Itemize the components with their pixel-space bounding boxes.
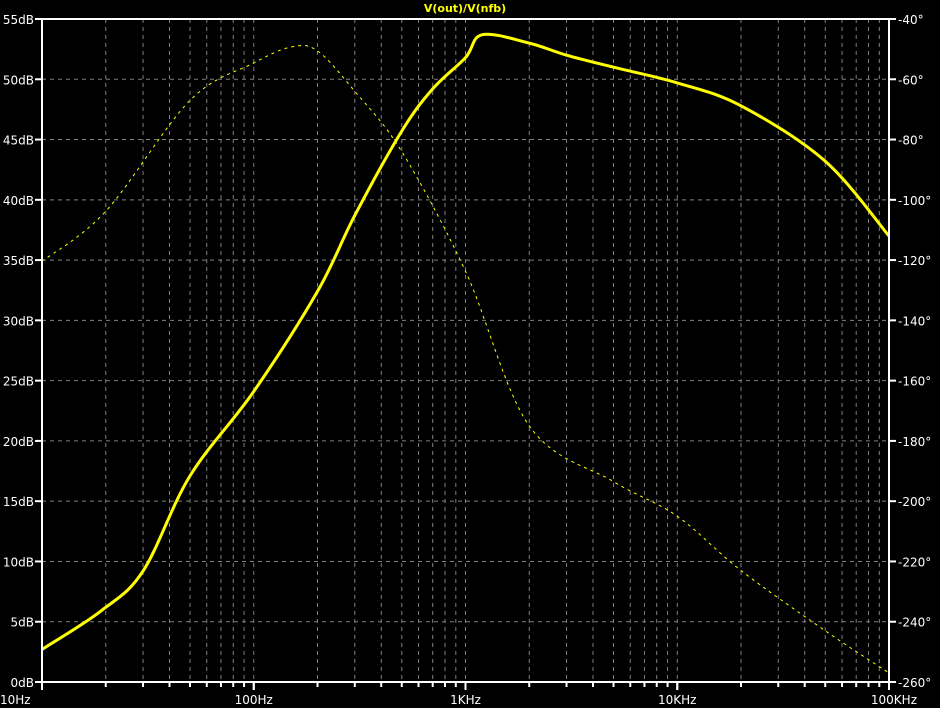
x-tick-label: 10KHz bbox=[658, 693, 696, 707]
x-tick-label: 10Hz bbox=[0, 693, 31, 707]
traces bbox=[41, 32, 891, 674]
y-right-tick-label: -200° bbox=[898, 495, 931, 509]
y-right-tick-label: -120° bbox=[898, 254, 931, 268]
y-left-tick-label: 25dB bbox=[3, 375, 34, 389]
y-right-tick-label: -180° bbox=[898, 435, 931, 449]
grid bbox=[42, 19, 889, 682]
y-right-tick-label: -100° bbox=[898, 194, 931, 208]
y-right-tick-label: -80° bbox=[898, 134, 924, 148]
axes: 10Hz 100Hz 1KHz 10KHz 100KHz 0dB 5dB 10dB 15dB 20… bbox=[0, 13, 931, 707]
y-right-tick-label: -260° bbox=[898, 676, 931, 690]
y-right-tick-label: -40° bbox=[898, 13, 924, 27]
chart-title: V(out)/V(nfb) bbox=[424, 2, 506, 15]
y-right-tick-label: -140° bbox=[898, 314, 931, 328]
y-right-tick-label: -60° bbox=[898, 73, 924, 87]
y-left-tick-label: 10dB bbox=[3, 555, 34, 569]
y-left-tick-label: 45dB bbox=[3, 134, 34, 148]
y-left-tick-label: 40dB bbox=[3, 194, 34, 208]
magnitude-trace bbox=[41, 32, 891, 651]
y-right-tick-label: -220° bbox=[898, 555, 931, 569]
y-left-tick-label: 55dB bbox=[3, 13, 34, 27]
y-left-tick-label: 15dB bbox=[3, 495, 34, 509]
x-tick-label: 100KHz bbox=[871, 693, 917, 707]
y-left-tick-label: 50dB bbox=[3, 73, 34, 87]
y-left-tick-label: 35dB bbox=[3, 254, 34, 268]
phase-trace bbox=[41, 44, 890, 674]
x-tick-label: 100Hz bbox=[235, 693, 273, 707]
y-left-tick-label: 20dB bbox=[3, 435, 34, 449]
y-right-tick-label: -160° bbox=[898, 375, 931, 389]
x-tick-label: 1KHz bbox=[450, 693, 481, 707]
y-left-tick-label: 30dB bbox=[3, 314, 34, 328]
y-left-tick-label: 0dB bbox=[11, 676, 34, 690]
plot-frame bbox=[41, 18, 890, 683]
y-left-tick-label: 5dB bbox=[11, 616, 34, 630]
y-right-tick-label: -240° bbox=[898, 616, 931, 630]
